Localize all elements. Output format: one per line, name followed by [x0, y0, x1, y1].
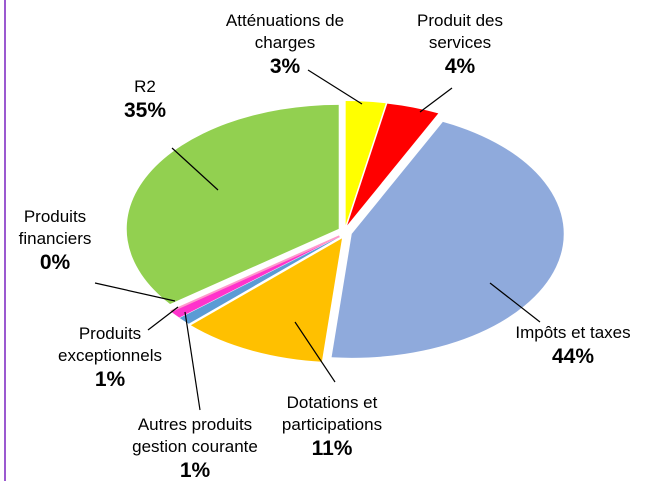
category-label: Produits exceptionnels: [58, 324, 162, 365]
leader-line: [147, 306, 179, 331]
value-label: 1%: [179, 459, 211, 481]
slice-label: Autres produits gestion courante 1%: [115, 414, 275, 481]
pie-slice: [331, 121, 564, 358]
category-label: Impôts et taxes: [515, 323, 631, 342]
leader-line: [489, 282, 541, 323]
slice-label: Atténuations de charges 3%: [210, 10, 360, 80]
slice-label: Impôts et taxes 44%: [493, 322, 648, 370]
leader-line: [184, 311, 201, 411]
value-label: 35%: [123, 99, 167, 122]
category-label: Produit des services: [417, 11, 503, 52]
pie-slice: [345, 101, 386, 226]
category-label: Dotations et participations: [281, 393, 383, 434]
value-label: 44%: [551, 345, 595, 368]
value-label: 11%: [311, 437, 353, 460]
slice-label: R2 35%: [115, 76, 175, 124]
value-label: 0%: [39, 251, 71, 274]
pie-slice: [179, 236, 340, 324]
value-label: 4%: [444, 55, 476, 78]
leader-lines: [94, 69, 541, 411]
value-label: 1%: [94, 368, 126, 391]
leader-line: [294, 321, 336, 383]
slices: [126, 101, 564, 362]
category-label: Autres produits gestion courante: [132, 415, 258, 456]
slice-label: Produit des services 4%: [400, 10, 520, 80]
leader-line: [307, 69, 363, 105]
pie-slice: [347, 103, 439, 226]
category-label: Atténuations de charges: [225, 11, 345, 52]
category-label: R2: [134, 77, 156, 96]
leader-line: [419, 87, 453, 113]
value-label: 3%: [269, 55, 301, 78]
slice-label: Produits exceptionnels 1%: [40, 323, 180, 393]
pie-slice: [170, 236, 340, 318]
pie-slice: [190, 238, 342, 362]
leader-line: [94, 282, 176, 302]
category-label: Produits financiers: [18, 207, 92, 248]
slice-label: Dotations et participations 11%: [262, 392, 402, 462]
leader-line: [171, 147, 219, 191]
slice-label: Produits financiers 0%: [0, 206, 110, 276]
